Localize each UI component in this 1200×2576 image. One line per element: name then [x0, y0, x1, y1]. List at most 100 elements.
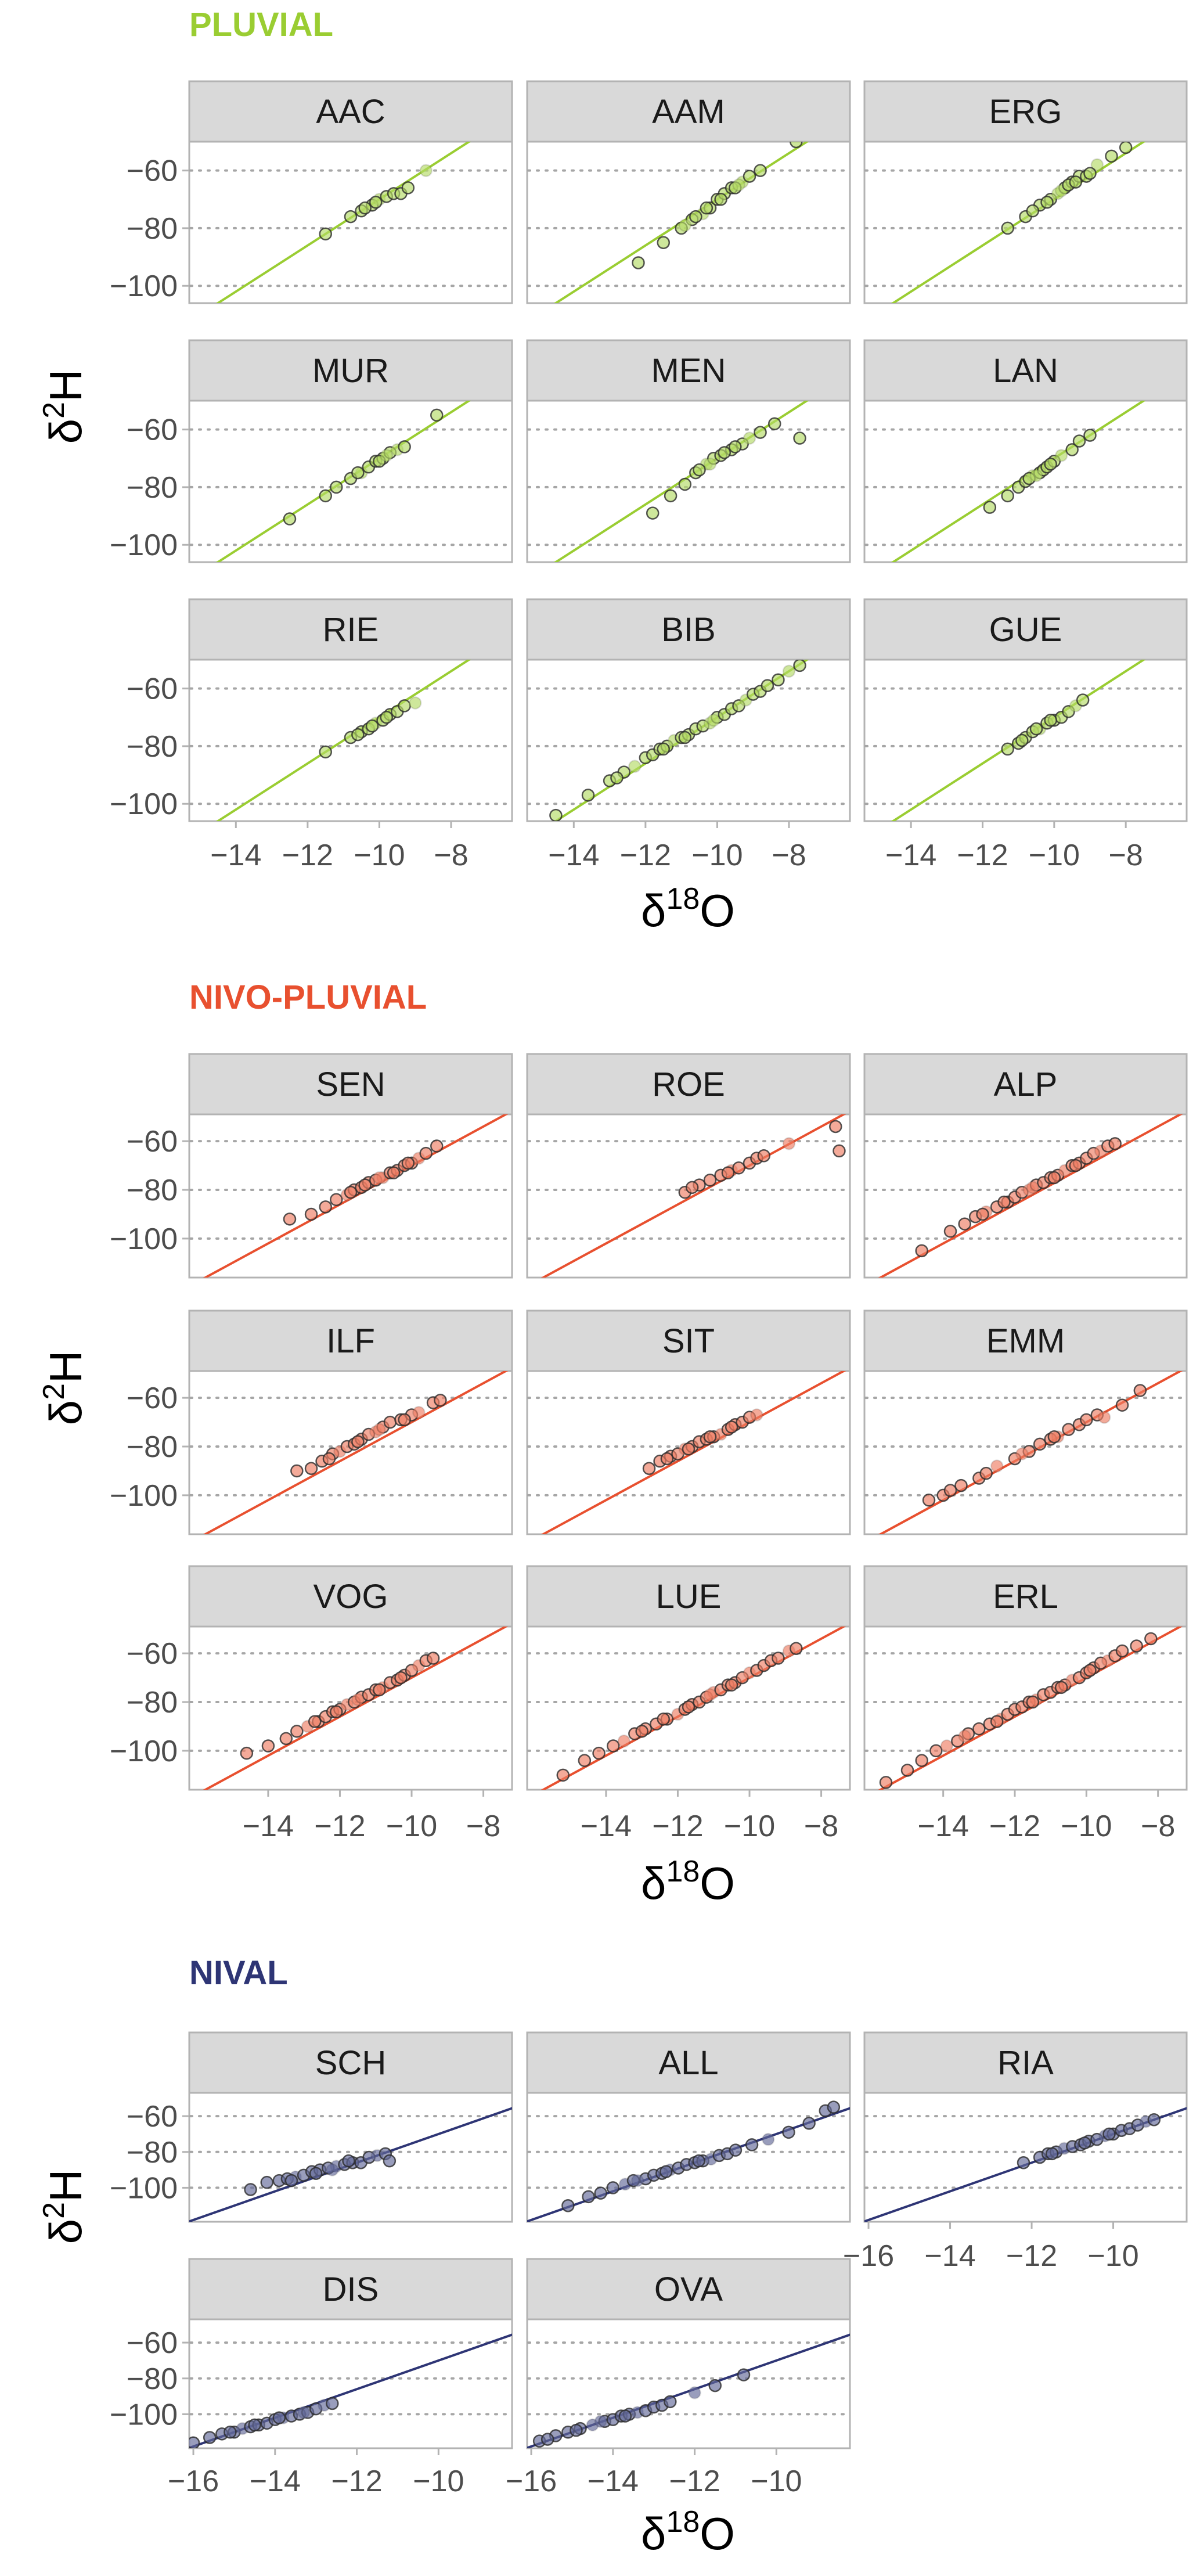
- panel-strip-label: SCH: [315, 2044, 386, 2082]
- panel-aac: AAC −60 −80 −100: [110, 80, 513, 304]
- y-axis-title-sup: 2: [37, 2202, 71, 2219]
- data-point: [578, 1754, 592, 1767]
- data-point: [540, 2433, 554, 2446]
- panel-strip-label: LAN: [993, 352, 1058, 390]
- data-point: [782, 1137, 796, 1150]
- panel-erl: ERL −14 −12 −10 −8: [863, 1565, 1188, 1843]
- x-tick-label: −12: [669, 2465, 720, 2498]
- y-tick-label: −100: [110, 1222, 178, 1256]
- data-point: [708, 2379, 722, 2392]
- data-point: [1029, 469, 1043, 483]
- data-point: [351, 466, 365, 480]
- data-point: [1108, 1137, 1122, 1150]
- data-point: [976, 1207, 989, 1221]
- data-point: [284, 2174, 298, 2188]
- data-point: [793, 660, 806, 672]
- data-point: [900, 1764, 914, 1777]
- x-tick-label: −12: [620, 839, 671, 872]
- data-point: [958, 1217, 971, 1231]
- panel-dis: DIS −60−80−100 −16 −14 −12 −10: [110, 2258, 513, 2498]
- x-axis-title: δ18O: [641, 882, 735, 936]
- y-tick-label: −60: [127, 413, 178, 447]
- data-point: [1044, 457, 1057, 471]
- data-point: [1001, 221, 1014, 235]
- data-point: [401, 1156, 415, 1170]
- data-point: [326, 2163, 339, 2176]
- data-point: [365, 719, 379, 733]
- panel-strip-label: MUR: [312, 352, 389, 390]
- data-point: [351, 1435, 365, 1448]
- x-tick-label: −14: [581, 1809, 632, 1843]
- data-point: [772, 1652, 785, 1665]
- y-axis-title: δ2H: [37, 1351, 91, 1426]
- data-point: [940, 1739, 954, 1753]
- data-point: [729, 2143, 743, 2157]
- group-title: NIVO-PLUVIAL: [189, 978, 427, 1016]
- data-point: [373, 1423, 386, 1436]
- panel-all: ALL: [526, 2031, 851, 2223]
- x-axis-title-delta: δ: [641, 1858, 666, 1909]
- panel-strip: [188, 598, 513, 661]
- data-point: [793, 431, 806, 445]
- data-point: [380, 711, 394, 724]
- panel-strip-label: ERL: [993, 1578, 1058, 1616]
- data-point: [745, 2138, 759, 2152]
- y-axis-title-sup: 2: [37, 1383, 71, 1400]
- x-tick-label: −14: [885, 839, 936, 872]
- y-tick-label: −80: [127, 1686, 178, 1719]
- x-tick-label: −10: [1087, 2239, 1138, 2273]
- panel-lue: LUE −14 −12 −10 −8: [526, 1565, 851, 1843]
- panel-strip: [188, 339, 513, 402]
- panel-strip-label: ILF: [326, 1322, 375, 1360]
- data-point: [319, 1200, 333, 1214]
- data-point: [958, 1729, 971, 1743]
- data-point: [570, 2423, 583, 2437]
- data-point: [304, 1207, 318, 1221]
- panel-sen: SEN −60 −80 −100: [110, 1053, 513, 1279]
- panel-strip: [863, 1309, 1188, 1372]
- data-point: [344, 1185, 358, 1199]
- data-point: [979, 1466, 993, 1480]
- data-point: [743, 431, 756, 445]
- x-tick-label: −10: [751, 2465, 802, 2498]
- data-point: [1047, 1171, 1061, 1185]
- panel-strip-label: SIT: [662, 1322, 715, 1360]
- data-point: [678, 218, 692, 232]
- y-axis-title-delta: δ: [40, 1400, 91, 1425]
- data-point: [829, 1120, 842, 1134]
- data-point: [1017, 2156, 1030, 2170]
- data-point: [1080, 1413, 1093, 1427]
- panel-plot-area: [188, 1370, 513, 1535]
- data-point: [630, 2174, 644, 2188]
- data-point: [1054, 1681, 1068, 1694]
- data-point: [1072, 434, 1086, 448]
- data-point: [664, 2395, 677, 2409]
- data-point: [1069, 1159, 1083, 1172]
- x-tick-label: −14: [210, 839, 261, 872]
- x-tick-label: −12: [652, 1809, 703, 1843]
- data-point: [915, 1244, 928, 1258]
- data-point: [387, 1166, 401, 1179]
- reference-line: [878, 1114, 1183, 1278]
- data-point: [628, 760, 642, 773]
- data-point: [685, 1181, 699, 1195]
- data-point: [594, 2186, 607, 2200]
- x-tick-label: −12: [957, 839, 1008, 872]
- y-axis-title-suffix: H: [40, 369, 91, 402]
- data-point: [607, 1739, 620, 1753]
- data-point: [689, 210, 702, 224]
- panel-aam: AAM: [526, 80, 851, 304]
- y-axis-title: δ2H: [37, 2170, 91, 2244]
- panel-strip-label: DIS: [323, 2271, 379, 2308]
- y-tick-label: −100: [110, 2171, 178, 2205]
- data-point: [782, 664, 796, 678]
- data-point: [954, 1478, 968, 1492]
- data-point: [561, 2199, 575, 2212]
- data-point: [635, 1725, 648, 1738]
- data-point: [1040, 196, 1054, 209]
- data-point: [351, 728, 365, 742]
- panel-strip: [188, 1053, 513, 1116]
- data-point: [430, 408, 444, 422]
- panel-strip: [526, 1053, 851, 1116]
